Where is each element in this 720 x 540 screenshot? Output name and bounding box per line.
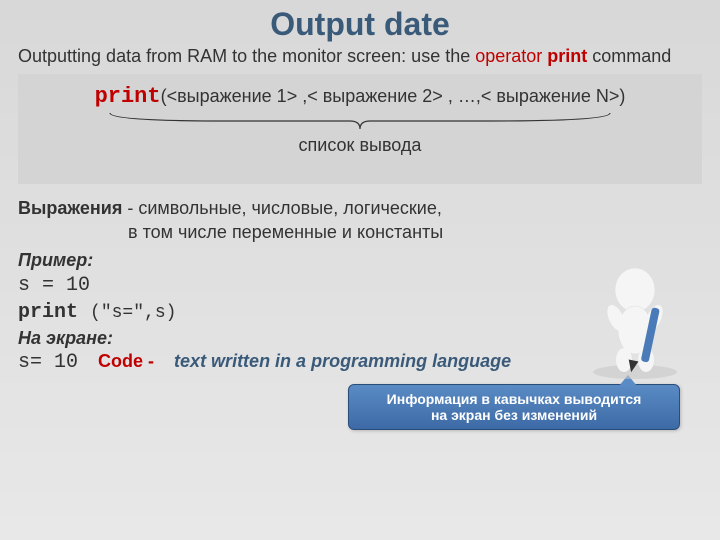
expressions-line1: Выражения - символьные, числовые, логиче… — [18, 196, 702, 220]
page-title: Output date — [0, 0, 720, 43]
subtitle: Outputting data from RAM to the monitor … — [0, 43, 720, 74]
mascot-figure-icon — [580, 260, 690, 380]
expressions-line2: в том числе переменные и константы — [18, 220, 702, 244]
curly-brace-icon — [100, 111, 620, 133]
subtitle-operator: operator — [475, 46, 547, 66]
brace-label: список вывода — [32, 135, 688, 156]
expressions-text1: - символьные, числовые, логические, — [122, 198, 442, 218]
expressions-label: Выражения — [18, 198, 122, 218]
print-args: (<выражение 1> ,< выражение 2> , …,< выр… — [161, 86, 626, 106]
print-keyword: print — [95, 84, 161, 109]
code-definition: text written in a programming language — [174, 351, 511, 371]
subtitle-pre: Outputting data from RAM to the monitor … — [18, 46, 475, 66]
subtitle-print: print — [547, 46, 587, 66]
callout-line2: на экран без изменений — [359, 407, 669, 423]
code-args: ("s=",s) — [90, 303, 176, 323]
info-callout: Информация в кавычках выводится на экран… — [348, 384, 680, 430]
code-print: print — [18, 301, 90, 324]
syntax-line: print(<выражение 1> ,< выражение 2> , …,… — [32, 84, 688, 109]
subtitle-post: command — [587, 46, 671, 66]
syntax-box: print(<выражение 1> ,< выражение 2> , …,… — [18, 74, 702, 184]
callout-line1: Информация в кавычках выводится — [359, 391, 669, 407]
code-label: Code - — [98, 351, 159, 371]
screen-output: s= 10 — [18, 351, 78, 374]
